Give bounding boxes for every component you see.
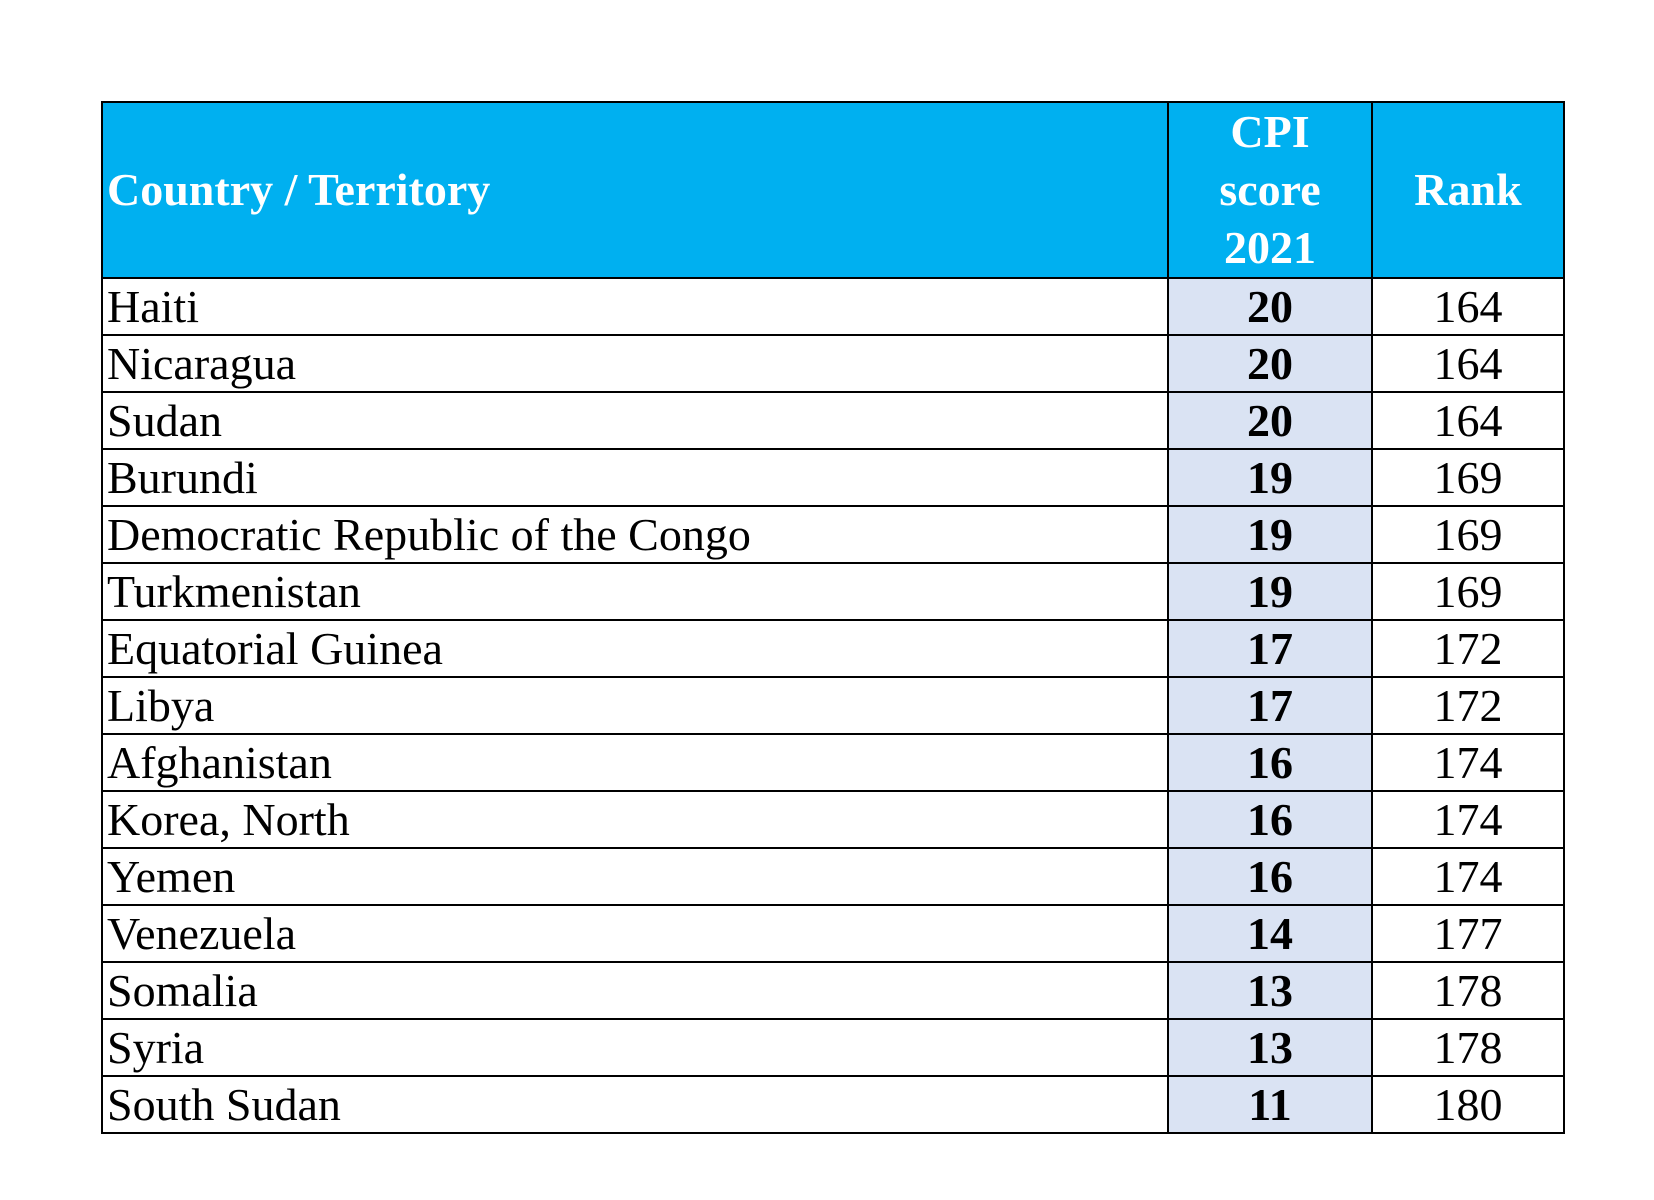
rank-cell: 169: [1371, 505, 1565, 564]
cpi-score-cell: 20: [1167, 334, 1373, 393]
cpi-score-cell: 19: [1167, 562, 1373, 621]
country-cell: Burundi: [101, 448, 1169, 507]
country-cell: Somalia: [101, 961, 1169, 1020]
table-row: Democratic Republic of the Congo 19 169: [101, 505, 1565, 564]
cpi-score-cell: 16: [1167, 847, 1373, 906]
table-row: Haiti 20 164: [101, 277, 1565, 336]
country-cell: Yemen: [101, 847, 1169, 906]
country-cell: Libya: [101, 676, 1169, 735]
rank-cell: 164: [1371, 391, 1565, 450]
cpi-score-cell: 17: [1167, 676, 1373, 735]
table-row: Sudan 20 164: [101, 391, 1565, 450]
header-rank: Rank: [1371, 101, 1565, 279]
cpi-table-container: Country / Territory CPI score 2021 Rank …: [101, 101, 1565, 1134]
rank-cell: 174: [1371, 790, 1565, 849]
rank-cell: 172: [1371, 619, 1565, 678]
cpi-table: Country / Territory CPI score 2021 Rank …: [101, 101, 1565, 1134]
country-cell: Venezuela: [101, 904, 1169, 963]
country-cell: Sudan: [101, 391, 1169, 450]
country-cell: Turkmenistan: [101, 562, 1169, 621]
cpi-score-cell: 19: [1167, 505, 1373, 564]
table-body: Haiti 20 164 Nicaragua 20 164 Sudan 20 1…: [101, 277, 1565, 1134]
country-cell: Nicaragua: [101, 334, 1169, 393]
rank-cell: 169: [1371, 562, 1565, 621]
rank-cell: 164: [1371, 334, 1565, 393]
table-header: Country / Territory CPI score 2021 Rank: [101, 101, 1565, 279]
table-row: Yemen 16 174: [101, 847, 1565, 906]
cpi-score-cell: 20: [1167, 391, 1373, 450]
country-cell: Equatorial Guinea: [101, 619, 1169, 678]
rank-cell: 178: [1371, 961, 1565, 1020]
cpi-score-cell: 20: [1167, 277, 1373, 336]
cpi-score-cell: 14: [1167, 904, 1373, 963]
cpi-score-cell: 11: [1167, 1075, 1373, 1134]
table-row: Korea, North 16 174: [101, 790, 1565, 849]
cpi-score-cell: 16: [1167, 790, 1373, 849]
rank-cell: 178: [1371, 1018, 1565, 1077]
cpi-score-cell: 17: [1167, 619, 1373, 678]
table-row: Somalia 13 178: [101, 961, 1565, 1020]
table-row: Burundi 19 169: [101, 448, 1565, 507]
country-cell: Afghanistan: [101, 733, 1169, 792]
header-country: Country / Territory: [101, 101, 1169, 279]
table-row: Turkmenistan 19 169: [101, 562, 1565, 621]
table-row: Equatorial Guinea 17 172: [101, 619, 1565, 678]
table-row: Syria 13 178: [101, 1018, 1565, 1077]
rank-cell: 169: [1371, 448, 1565, 507]
rank-cell: 164: [1371, 277, 1565, 336]
header-cpi-score-line: 2021: [1224, 222, 1316, 273]
cpi-score-cell: 16: [1167, 733, 1373, 792]
table-row: Libya 17 172: [101, 676, 1565, 735]
header-cpi-score-line: score: [1219, 164, 1321, 215]
cpi-score-cell: 19: [1167, 448, 1373, 507]
header-cpi-score-line: CPI: [1230, 106, 1310, 157]
country-cell: Korea, North: [101, 790, 1169, 849]
table-row: South Sudan 11 180: [101, 1075, 1565, 1134]
rank-cell: 172: [1371, 676, 1565, 735]
header-row: Country / Territory CPI score 2021 Rank: [101, 101, 1565, 279]
country-cell: Syria: [101, 1018, 1169, 1077]
rank-cell: 174: [1371, 847, 1565, 906]
cpi-score-cell: 13: [1167, 961, 1373, 1020]
table-row: Nicaragua 20 164: [101, 334, 1565, 393]
cpi-score-cell: 13: [1167, 1018, 1373, 1077]
country-cell: Haiti: [101, 277, 1169, 336]
rank-cell: 174: [1371, 733, 1565, 792]
country-cell: Democratic Republic of the Congo: [101, 505, 1169, 564]
header-cpi-score: CPI score 2021: [1167, 101, 1373, 279]
rank-cell: 180: [1371, 1075, 1565, 1134]
table-row: Afghanistan 16 174: [101, 733, 1565, 792]
rank-cell: 177: [1371, 904, 1565, 963]
country-cell: South Sudan: [101, 1075, 1169, 1134]
table-row: Venezuela 14 177: [101, 904, 1565, 963]
